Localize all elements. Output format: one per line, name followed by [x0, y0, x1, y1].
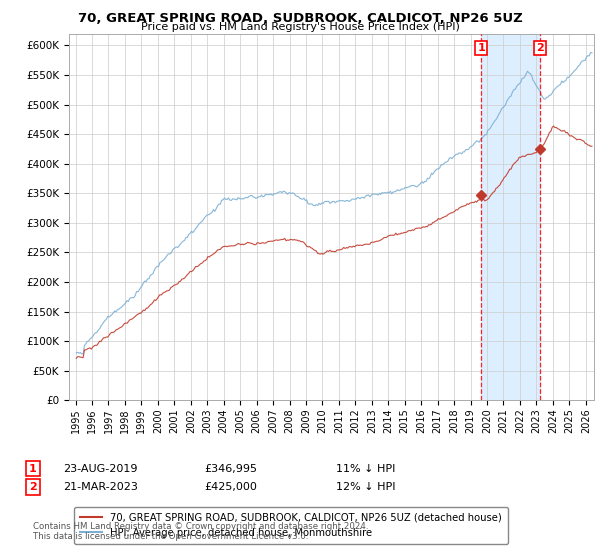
Text: 2: 2: [536, 43, 544, 53]
Text: 21-MAR-2023: 21-MAR-2023: [63, 482, 138, 492]
Bar: [481, 34, 540, 400]
Text: 70, GREAT SPRING ROAD, SUDBROOK, CALDICOT, NP26 5UZ: 70, GREAT SPRING ROAD, SUDBROOK, CALDICO…: [77, 12, 523, 25]
Text: 1: 1: [478, 43, 485, 53]
Text: £425,000: £425,000: [204, 482, 257, 492]
Text: 23-AUG-2019: 23-AUG-2019: [63, 464, 137, 474]
Text: 1: 1: [29, 464, 37, 474]
Text: £346,995: £346,995: [204, 464, 257, 474]
Text: 12% ↓ HPI: 12% ↓ HPI: [336, 482, 395, 492]
Text: Contains HM Land Registry data © Crown copyright and database right 2024.
This d: Contains HM Land Registry data © Crown c…: [33, 522, 368, 542]
Text: Price paid vs. HM Land Registry's House Price Index (HPI): Price paid vs. HM Land Registry's House …: [140, 22, 460, 32]
Text: 2: 2: [29, 482, 37, 492]
Text: 11% ↓ HPI: 11% ↓ HPI: [336, 464, 395, 474]
Legend: 70, GREAT SPRING ROAD, SUDBROOK, CALDICOT, NP26 5UZ (detached house), HPI: Avera: 70, GREAT SPRING ROAD, SUDBROOK, CALDICO…: [74, 507, 508, 544]
